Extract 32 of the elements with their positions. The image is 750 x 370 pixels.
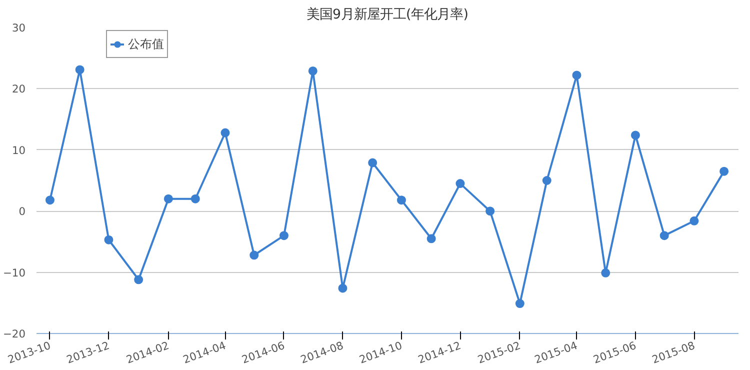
point: [368, 158, 378, 168]
point: [220, 128, 230, 138]
point: [426, 234, 436, 244]
point: [690, 216, 699, 226]
point: [542, 176, 552, 185]
point: [515, 299, 524, 308]
point: [572, 70, 582, 80]
point: [134, 275, 144, 284]
point: [486, 206, 495, 216]
point: [190, 194, 200, 204]
point: [396, 196, 406, 205]
point: [45, 196, 54, 205]
chart-title: 美国9月新屋开工(年化月率): [306, 6, 468, 22]
point: [601, 268, 610, 278]
point: [456, 179, 465, 188]
point: [660, 231, 669, 240]
y-tick-label: 30: [12, 22, 26, 34]
legend-label: 公布值: [128, 36, 164, 52]
point: [279, 231, 288, 240]
point: [164, 194, 173, 204]
y-tick-label: −10: [3, 266, 26, 280]
y-tick-label: 0: [18, 205, 26, 218]
point: [308, 66, 318, 76]
y-tick-label: 10: [12, 144, 26, 157]
point: [250, 250, 259, 260]
point: [75, 65, 84, 74]
point: [104, 235, 114, 244]
point: [338, 284, 348, 293]
y-tick-label: −20: [3, 328, 26, 340]
y-tick-label: 20: [12, 82, 26, 96]
point: [630, 130, 640, 140]
point: [720, 166, 729, 176]
